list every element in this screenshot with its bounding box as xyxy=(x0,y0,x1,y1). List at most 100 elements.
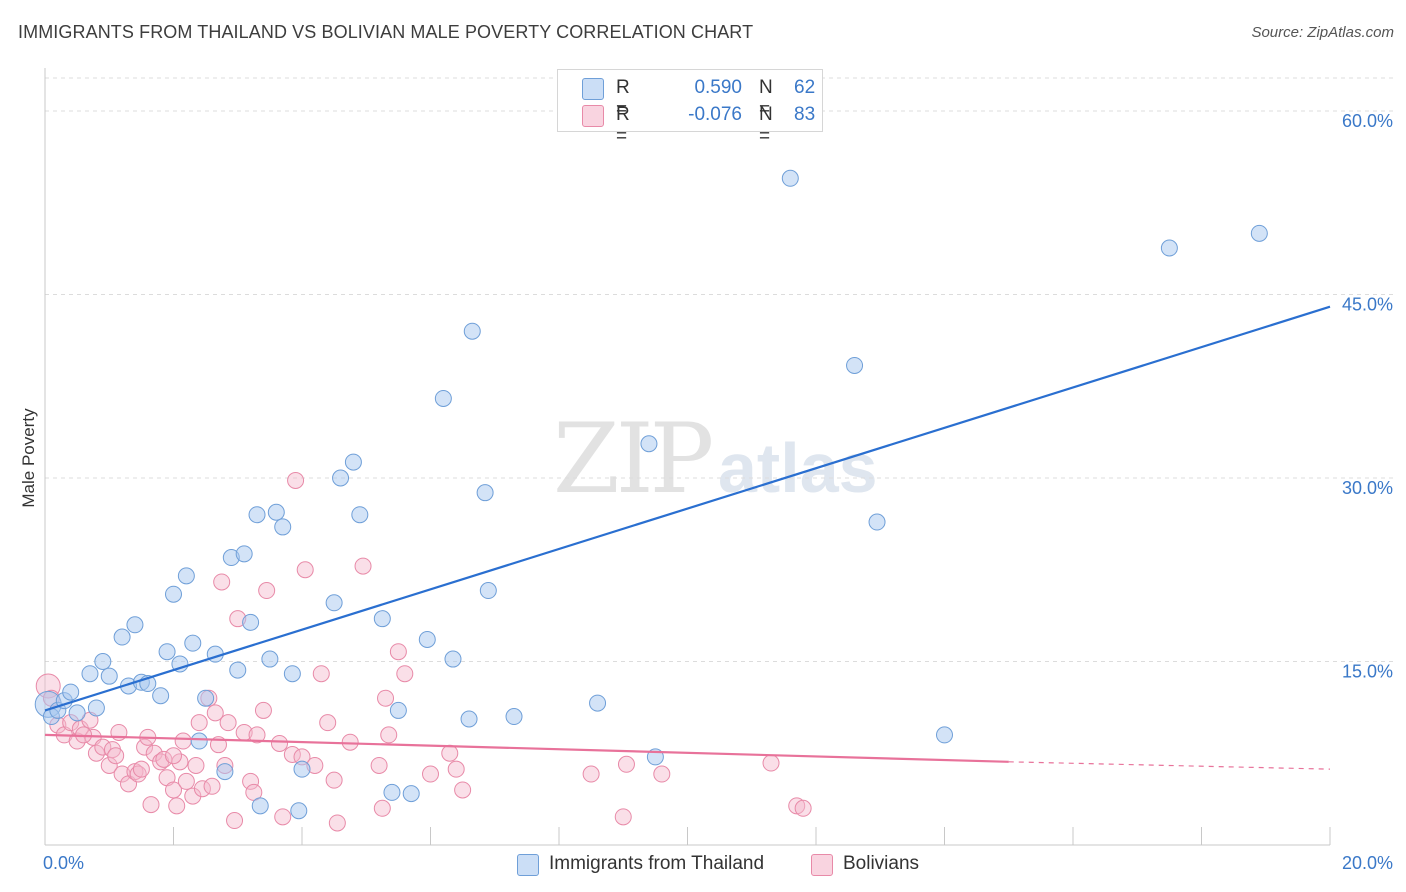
chart-title: IMMIGRANTS FROM THAILAND VS BOLIVIAN MAL… xyxy=(18,22,754,42)
trend-line-thailand xyxy=(44,305,1331,712)
data-point-thailand xyxy=(190,732,208,750)
data-point-bolivians xyxy=(107,747,125,765)
data-point-bolivians xyxy=(582,765,600,783)
data-point-thailand xyxy=(216,763,234,781)
data-point-bolivians xyxy=(377,689,395,707)
data-point-bolivians xyxy=(617,755,635,773)
y-axis-label-wrap: Male Poverty xyxy=(14,400,44,520)
data-point-bolivians xyxy=(319,714,337,732)
data-point-thailand xyxy=(434,389,452,407)
data-point-bolivians xyxy=(396,665,414,683)
data-point-thailand xyxy=(418,630,436,648)
data-point-thailand xyxy=(1250,224,1268,242)
bottom-legend-swatch-thailand xyxy=(517,854,539,876)
data-point-bolivians xyxy=(187,756,205,774)
data-point-thailand xyxy=(389,701,407,719)
data-point-bolivians xyxy=(283,745,301,763)
legend-swatch-thailand xyxy=(582,78,604,100)
source-label: Source: ZipAtlas.com xyxy=(1251,24,1394,41)
data-point-bolivians xyxy=(274,808,292,826)
data-point-bolivians xyxy=(254,701,272,719)
data-point-bolivians xyxy=(219,714,237,732)
data-point-thailand xyxy=(460,710,478,728)
data-point-bolivians xyxy=(193,780,211,798)
data-point-bolivians xyxy=(614,808,632,826)
data-point-thailand xyxy=(261,650,279,668)
data-point-thailand xyxy=(100,667,118,685)
data-point-bolivians xyxy=(145,744,163,762)
data-point-thailand xyxy=(479,582,497,600)
series-bolivians-points xyxy=(35,471,812,832)
bottom-legend-label-bolivians: Bolivians xyxy=(843,853,920,874)
data-point-thailand xyxy=(936,726,953,744)
data-point-thailand xyxy=(351,506,369,524)
data-point-thailand xyxy=(62,683,80,701)
data-point-thailand xyxy=(868,513,886,531)
legend-r-label: R = xyxy=(616,77,630,120)
data-point-bolivians xyxy=(762,754,780,772)
data-point-bolivians xyxy=(389,643,407,661)
watermark-zip: ZIP xyxy=(553,403,714,515)
data-point-bolivians xyxy=(171,753,189,771)
data-point-bolivians xyxy=(653,765,671,783)
data-point-bolivians xyxy=(441,744,459,762)
data-point-thailand xyxy=(267,503,285,521)
data-point-thailand xyxy=(476,484,494,502)
data-point-thailand xyxy=(505,708,523,726)
data-point-bolivians xyxy=(447,760,465,778)
data-point-bolivians xyxy=(380,726,398,744)
data-point-bolivians xyxy=(258,582,276,600)
data-point-thailand xyxy=(158,643,176,661)
data-point-thailand xyxy=(184,634,202,652)
data-point-thailand xyxy=(165,585,182,603)
data-point-bolivians xyxy=(213,573,231,591)
data-point-thailand xyxy=(332,469,350,487)
data-point-thailand xyxy=(640,435,658,453)
data-point-bolivians xyxy=(422,765,439,783)
data-point-thailand xyxy=(126,616,144,634)
trend-line-bolivians-extension xyxy=(1008,761,1331,770)
data-point-thailand xyxy=(402,785,420,803)
data-point-thailand xyxy=(589,694,607,712)
legend-swatch-bolivians xyxy=(582,105,604,127)
y-axis-label: Male Poverty xyxy=(19,408,38,508)
data-point-thailand xyxy=(283,665,301,683)
data-point-thailand xyxy=(248,506,266,524)
data-point-thailand xyxy=(274,518,292,536)
data-point-thailand xyxy=(846,356,864,374)
grid-layer xyxy=(45,77,1394,662)
y-tick-label: 60.0% xyxy=(1342,111,1393,131)
data-point-bolivians xyxy=(312,665,330,683)
data-point-bolivians xyxy=(226,812,244,830)
data-point-bolivians xyxy=(325,771,343,789)
data-point-thailand xyxy=(325,594,343,612)
data-point-bolivians xyxy=(370,756,388,774)
data-point-bolivians xyxy=(87,744,105,762)
legend-n-label: N = xyxy=(759,77,773,120)
data-point-thailand xyxy=(171,655,189,673)
y-tick-label: 15.0% xyxy=(1342,662,1393,682)
data-point-thailand xyxy=(68,704,86,722)
data-point-bolivians xyxy=(168,797,186,815)
data-point-thailand xyxy=(373,610,391,628)
legend-n-value: 83 xyxy=(794,104,816,125)
data-point-bolivians xyxy=(296,561,314,579)
y-tick-label: 45.0% xyxy=(1342,295,1393,315)
data-point-bolivians xyxy=(190,714,208,732)
data-point-thailand xyxy=(290,802,308,820)
data-point-thailand xyxy=(444,650,462,668)
data-point-bolivians xyxy=(174,732,192,750)
data-point-bolivians xyxy=(354,557,372,575)
data-point-bolivians xyxy=(287,471,305,489)
data-point-bolivians xyxy=(206,704,224,722)
data-point-bolivians xyxy=(129,765,147,783)
data-point-thailand xyxy=(229,661,247,679)
data-point-bolivians xyxy=(271,734,289,752)
data-point-bolivians xyxy=(165,747,182,765)
data-point-thailand xyxy=(242,613,260,631)
legend-n-value: 62 xyxy=(794,77,816,98)
x-tick-label: 0.0% xyxy=(43,853,84,873)
legend-r-value: 0.590 xyxy=(694,77,742,98)
data-point-thailand xyxy=(81,665,99,683)
x-tick-label: 20.0% xyxy=(1342,853,1393,873)
